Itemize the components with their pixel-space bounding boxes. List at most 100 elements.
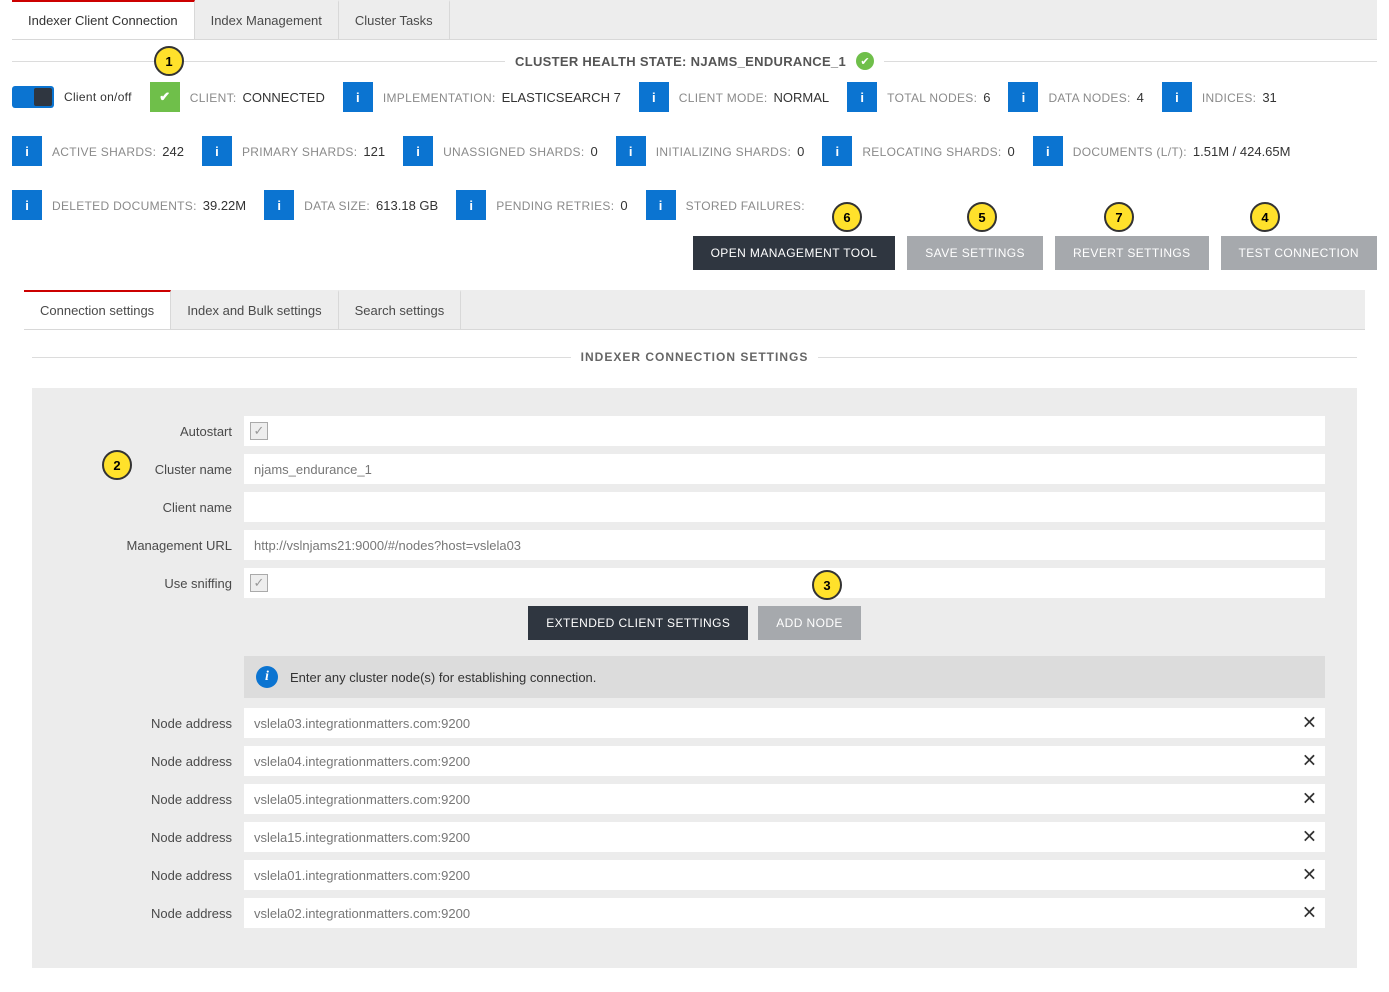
management-url-label: Management URL	[64, 538, 244, 553]
remove-node-icon[interactable]: ✕	[1302, 713, 1317, 734]
test-connection-button[interactable]: TEST CONNECTION	[1221, 236, 1377, 270]
info-icon[interactable]: i	[403, 136, 433, 166]
client-name-input[interactable]	[252, 499, 1317, 516]
annotation-4: 4	[1250, 202, 1280, 232]
node-row: Node address✕	[64, 822, 1325, 852]
info-icon[interactable]: i	[847, 82, 877, 112]
add-node-button[interactable]: ADD NODE	[758, 606, 861, 640]
annotation-6: 6	[832, 202, 862, 232]
stat-label: IMPLEMENTATION:	[383, 91, 496, 105]
info-icon[interactable]: i	[639, 82, 669, 112]
cluster-name-label: Cluster name	[64, 462, 244, 477]
subtab-search-settings[interactable]: Search settings	[339, 290, 462, 329]
stat-value: ELASTICSEARCH 7	[502, 90, 621, 105]
node-address-label: Node address	[64, 716, 244, 731]
node-row: Node address ✕	[64, 784, 1325, 814]
info-icon[interactable]: i	[1033, 136, 1063, 166]
section-header: INDEXER CONNECTION SETTINGS	[32, 350, 1357, 364]
autostart-checkbox[interactable]: ✓	[250, 422, 268, 440]
info-icon: i	[256, 666, 278, 688]
info-icon[interactable]: i	[1162, 82, 1192, 112]
stat-initializing-shards: i INITIALIZING SHARDS: 0	[616, 136, 805, 166]
stat-label: CLIENT MODE:	[679, 91, 768, 105]
sub-tabs: Connection settings Index and Bulk setti…	[24, 290, 1365, 330]
stats-group: Client on/off ✔ CLIENT:CONNECTED i IMPLE…	[12, 82, 1377, 220]
info-icon[interactable]: i	[616, 136, 646, 166]
extended-client-settings-button[interactable]: EXTENDED CLIENT SETTINGS	[528, 606, 748, 640]
subtab-index-bulk-settings[interactable]: Index and Bulk settings	[171, 290, 338, 329]
annotation-1: 1	[154, 46, 184, 76]
info-icon[interactable]: i	[12, 136, 42, 166]
annotation-7: 7	[1104, 202, 1134, 232]
stat-indices: i INDICES: 31	[1162, 82, 1277, 112]
health-label: CLUSTER HEALTH STATE:	[515, 54, 687, 69]
node-address-input[interactable]	[252, 791, 1317, 808]
node-address-input[interactable]	[252, 715, 1317, 732]
info-icon[interactable]: i	[264, 190, 294, 220]
stat-documents-lt: i DOCUMENTS (L/T): 1.51M / 424.65M	[1033, 136, 1291, 166]
stat-label: DOCUMENTS (L/T):	[1073, 145, 1187, 159]
stat-label: RELOCATING SHARDS:	[862, 145, 1001, 159]
info-icon[interactable]: i	[12, 190, 42, 220]
stat-label: TOTAL NODES:	[887, 91, 977, 105]
subtab-connection-settings[interactable]: Connection settings	[24, 290, 171, 329]
actions-bar: 6 5 7 4 OPEN MANAGEMENT TOOL SAVE SETTIN…	[12, 236, 1377, 270]
tab-cluster-tasks[interactable]: Cluster Tasks	[339, 0, 450, 39]
stat-value: 39.22M	[203, 198, 246, 213]
remove-node-icon[interactable]: ✕	[1302, 827, 1317, 848]
stat-value: 31	[1262, 90, 1276, 105]
info-icon[interactable]: i	[822, 136, 852, 166]
stat-client-mode: i CLIENT MODE: NORMAL	[639, 82, 829, 112]
client-name-label: Client name	[64, 500, 244, 515]
remove-node-icon[interactable]: ✕	[1302, 865, 1317, 886]
stat-unassigned-shards: i UNASSIGNED SHARDS:0	[403, 136, 598, 166]
stat-value: 1.51M / 424.65M	[1193, 144, 1291, 159]
node-address-label: Node address	[64, 792, 244, 807]
stat-label: CLIENT:	[190, 91, 237, 105]
node-address-input[interactable]	[252, 867, 1317, 884]
tab-index-management[interactable]: Index Management	[195, 0, 339, 39]
node-address-label: Node address	[64, 754, 244, 769]
save-settings-button[interactable]: SAVE SETTINGS	[907, 236, 1043, 270]
info-icon[interactable]: i	[343, 82, 373, 112]
info-icon[interactable]: i	[456, 190, 486, 220]
node-address-input[interactable]	[252, 829, 1317, 846]
stat-label: STORED FAILURES:	[686, 199, 805, 213]
stat-value: NORMAL	[774, 90, 830, 105]
stat-deleted-documents: i DELETED DOCUMENTS:39.22M	[12, 190, 246, 220]
info-message: Enter any cluster node(s) for establishi…	[290, 670, 596, 685]
open-management-tool-button[interactable]: OPEN MANAGEMENT TOOL	[693, 236, 896, 270]
revert-settings-button[interactable]: REVERT SETTINGS	[1055, 236, 1209, 270]
use-sniffing-checkbox[interactable]: ✓	[250, 574, 268, 592]
stat-primary-shards: i PRIMARY SHARDS:121	[202, 136, 385, 166]
info-icon[interactable]: i	[202, 136, 232, 166]
cluster-name-input[interactable]	[252, 461, 1317, 478]
stat-value: CONNECTED	[243, 90, 325, 105]
annotation-2: 2	[102, 450, 132, 480]
stat-label: DATA SIZE:	[304, 199, 370, 213]
stat-label: INDICES:	[1202, 91, 1256, 105]
tab-indexer-client-connection[interactable]: Indexer Client Connection	[12, 0, 195, 39]
node-address-input[interactable]	[252, 905, 1317, 922]
stat-value: 0	[797, 144, 804, 159]
info-box: i Enter any cluster node(s) for establis…	[244, 656, 1325, 698]
annotation-3: 3	[812, 570, 842, 600]
remove-node-icon[interactable]: ✕	[1302, 789, 1317, 810]
stat-value: 0	[1008, 144, 1015, 159]
remove-node-icon[interactable]: ✕	[1302, 751, 1317, 772]
stat-data-size: i DATA SIZE:613.18 GB	[264, 190, 438, 220]
stat-value: 6	[983, 90, 990, 105]
node-address-label: Node address	[64, 868, 244, 883]
node-row: Node address ✕	[64, 898, 1325, 928]
node-row: Node address ✕	[64, 746, 1325, 776]
client-toggle[interactable]: Client on/off	[12, 82, 132, 112]
info-icon[interactable]: i	[646, 190, 676, 220]
management-url-input[interactable]	[252, 537, 1317, 554]
stat-value: 0	[591, 144, 598, 159]
node-address-label: Node address	[64, 906, 244, 921]
node-row: Node address ✕	[64, 860, 1325, 890]
stat-label: INITIALIZING SHARDS:	[656, 145, 791, 159]
remove-node-icon[interactable]: ✕	[1302, 903, 1317, 924]
info-icon[interactable]: i	[1008, 82, 1038, 112]
node-address-input[interactable]	[252, 753, 1317, 770]
